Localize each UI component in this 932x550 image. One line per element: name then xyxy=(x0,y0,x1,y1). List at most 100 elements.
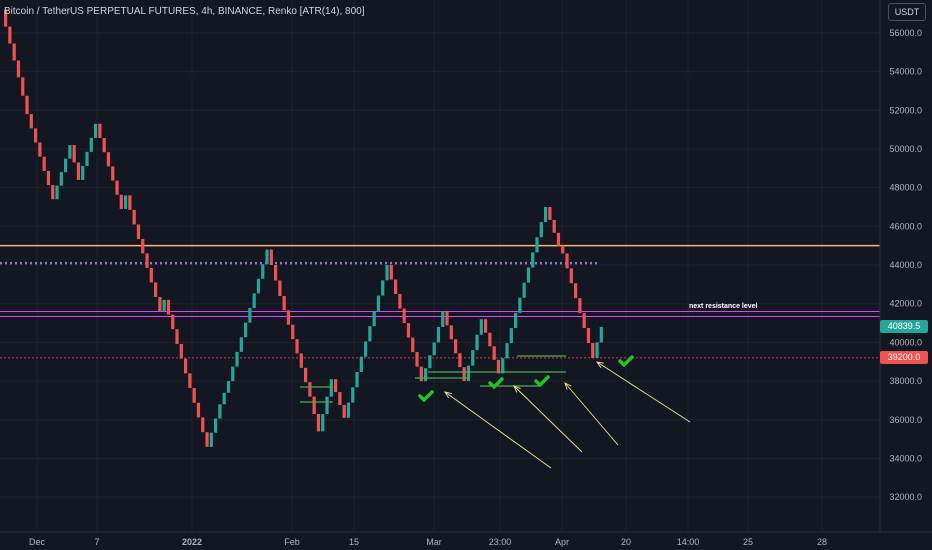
renko-brick-down xyxy=(582,313,586,329)
y-tick-label: 42000.0 xyxy=(889,299,922,309)
renko-brick-down xyxy=(106,152,111,167)
renko-brick-up xyxy=(372,310,376,327)
renko-brick-down xyxy=(111,166,115,181)
renko-brick-down xyxy=(492,346,496,360)
renko-brick-down xyxy=(282,295,286,311)
renko-brick-up xyxy=(441,311,445,327)
renko-brick-down xyxy=(338,392,342,405)
renko-brick-down xyxy=(158,296,162,312)
renko-brick-up xyxy=(522,282,526,298)
time-axis[interactable]: Dec 7 2022 Feb 15 Mar 23:00 Apr 20 14:00 25 28 xyxy=(29,537,827,547)
renko-brick-down xyxy=(145,253,149,268)
y-tick-label: 44000.0 xyxy=(889,260,922,270)
renko-brick-down xyxy=(25,95,29,115)
renko-brick-down xyxy=(565,253,569,269)
renko-brick-up xyxy=(209,432,213,447)
renko-brick-down xyxy=(119,194,123,209)
check-mark xyxy=(418,390,434,402)
x-tick-label: Dec xyxy=(29,537,46,547)
renko-brick-down xyxy=(556,232,561,246)
renko-brick-down xyxy=(458,353,462,368)
renko-brick-up xyxy=(535,237,539,253)
renko-brick-down xyxy=(454,339,458,354)
renko-brick-down xyxy=(278,280,282,296)
price-axis[interactable]: 32000.0 34000.0 36000.0 38000.0 40000.0 42000… xyxy=(889,28,922,502)
x-tick-label: 7 xyxy=(94,537,99,547)
renko-brick-up xyxy=(359,356,363,373)
renko-brick-up xyxy=(385,265,389,281)
renko-brick-up xyxy=(368,326,372,342)
renko-brick-down xyxy=(51,185,55,200)
renko-brick-down xyxy=(308,382,312,397)
renko-brick-down xyxy=(188,373,192,389)
renko-brick-up xyxy=(64,158,68,173)
y-tick-label: 38000.0 xyxy=(889,376,922,386)
renko-brick-up xyxy=(364,341,368,357)
renko-brick-down xyxy=(184,358,188,374)
arrow-line xyxy=(444,391,552,469)
horizontal-levels xyxy=(0,244,880,359)
renko-brick-up xyxy=(214,418,218,433)
arrow-head xyxy=(444,391,452,399)
renko-brick-down xyxy=(8,26,12,44)
renko-brick-down xyxy=(316,413,321,432)
renko-brick-up xyxy=(376,295,381,311)
renko-brick-up xyxy=(428,355,432,369)
renko-brick-up xyxy=(475,334,479,351)
renko-brick-down xyxy=(304,367,308,383)
renko-brick-down xyxy=(128,195,132,210)
renko-brick-down xyxy=(552,219,556,233)
renko-brick-down xyxy=(192,388,196,403)
x-tick-label: 15 xyxy=(349,537,359,547)
renko-brick-down xyxy=(419,366,423,382)
renko-brick-up xyxy=(544,206,548,223)
renko-brick-up xyxy=(235,351,239,367)
renko-brick-down xyxy=(141,238,145,254)
y-tick-label: 32000.0 xyxy=(889,492,922,502)
y-tick-label: 34000.0 xyxy=(889,453,922,463)
renko-brick-down xyxy=(102,137,106,153)
renko-brick-up xyxy=(509,327,513,344)
renko-brick-up xyxy=(261,264,265,279)
renko-brick-up xyxy=(59,172,63,186)
renko-brick-down xyxy=(201,417,205,433)
renko-brick-down xyxy=(496,359,501,374)
arrow-head xyxy=(513,385,521,393)
x-tick-label: 2022 xyxy=(182,537,202,547)
renko-brick-up xyxy=(256,278,261,294)
renko-brick-down xyxy=(115,180,119,195)
check-mark xyxy=(534,375,550,387)
renko-brick-down xyxy=(154,282,158,297)
renko-brick-down xyxy=(76,162,81,180)
renko-brick-down xyxy=(136,224,141,239)
y-tick-label: 40000.0 xyxy=(889,337,922,347)
renko-brick-up xyxy=(81,165,85,180)
arrow-line xyxy=(596,361,691,423)
x-tick-label: 28 xyxy=(817,537,827,547)
renko-brick-down xyxy=(12,43,16,61)
renko-brick-down xyxy=(398,294,402,309)
renko-brick-up xyxy=(325,396,329,414)
y-tick-label: 54000.0 xyxy=(889,67,922,77)
renko-brick-down xyxy=(175,329,179,344)
currency-button[interactable]: USDT xyxy=(888,3,926,21)
renko-brick-up xyxy=(599,326,603,343)
x-tick-label: Apr xyxy=(555,537,569,547)
renko-brick-up xyxy=(526,267,531,283)
renko-brick-up xyxy=(89,137,93,152)
renko-brick-up xyxy=(351,387,355,403)
arrow-line xyxy=(564,382,619,446)
renko-brick-down xyxy=(16,60,21,78)
renko-brick-down xyxy=(591,342,595,358)
renko-brick-down xyxy=(548,206,552,220)
renko-brick-down xyxy=(38,142,42,157)
renko-brick-up xyxy=(514,312,518,328)
renko-brick-down xyxy=(312,396,316,414)
renko-brick-down xyxy=(488,332,492,347)
renko-brick-up xyxy=(432,342,436,356)
arrow-line xyxy=(513,385,583,453)
renko-bricks xyxy=(4,9,603,447)
y-tick-label: 52000.0 xyxy=(889,105,922,115)
renko-brick-down xyxy=(574,283,578,299)
